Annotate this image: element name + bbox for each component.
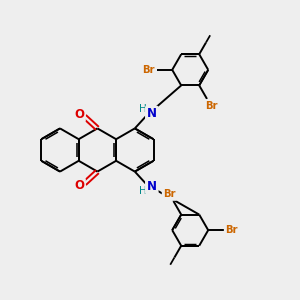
Text: Br: Br — [142, 65, 155, 75]
Text: O: O — [74, 108, 84, 121]
Text: Br: Br — [163, 189, 176, 199]
Text: N: N — [147, 107, 157, 120]
Text: Br: Br — [225, 225, 238, 235]
Text: N: N — [147, 180, 157, 193]
Text: H: H — [139, 186, 147, 196]
Text: H: H — [139, 104, 147, 114]
Text: Br: Br — [205, 101, 217, 111]
Text: O: O — [74, 179, 84, 192]
